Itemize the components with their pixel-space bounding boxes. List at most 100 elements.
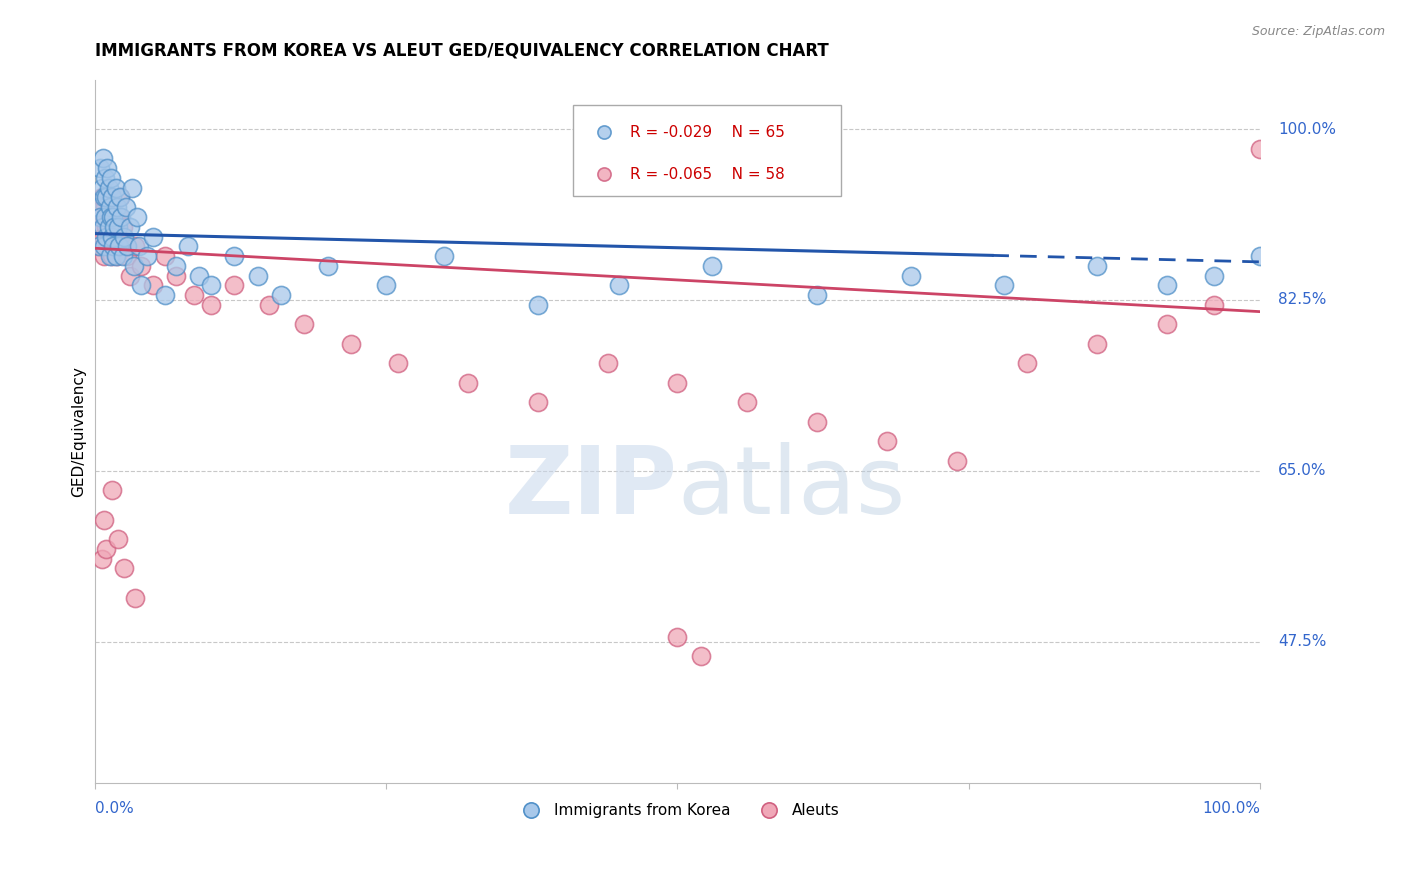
Point [121,180,143,194]
Point [91,229,114,244]
Point [526,298,548,312]
Text: 65.0%: 65.0% [1278,463,1326,478]
Point [1085,259,1108,273]
Point [87,219,110,234]
Point [91,219,114,234]
Point [104,219,127,234]
Point [96,190,118,204]
Point [1202,268,1225,283]
Point [91,152,114,166]
Point [110,190,132,204]
Point [666,630,689,644]
Text: R = -0.029    N = 65: R = -0.029 N = 65 [630,125,785,139]
Point [153,288,176,302]
Point [107,219,129,234]
Point [1085,337,1108,351]
Point [96,239,118,253]
Point [125,210,148,224]
Point [112,229,135,244]
Text: IMMIGRANTS FROM KOREA VS ALEUT GED/EQUIVALENCY CORRELATION CHART: IMMIGRANTS FROM KOREA VS ALEUT GED/EQUIV… [94,41,828,59]
Point [142,278,165,293]
Point [224,278,246,293]
Point [702,259,724,273]
Point [101,249,124,263]
Point [593,252,616,267]
Point [93,239,115,253]
Point [526,395,548,409]
Point [122,259,145,273]
Point [593,194,616,208]
Point [115,200,138,214]
Point [111,219,134,234]
Point [103,239,125,253]
Point [96,219,118,234]
Point [246,268,269,283]
Point [105,249,128,263]
Point [108,239,131,253]
Point [340,337,363,351]
Text: 82.5%: 82.5% [1278,293,1326,308]
Point [114,239,136,253]
Point [806,288,828,302]
Point [224,249,246,263]
Point [294,318,316,332]
Point [97,219,120,234]
Point [1156,278,1178,293]
Text: 100.0%: 100.0% [1202,801,1260,815]
Point [89,210,111,224]
Point [115,239,138,253]
Point [100,171,122,186]
Point [103,210,125,224]
Point [110,210,132,224]
Point [107,532,129,546]
Point [165,259,187,273]
Point [1202,298,1225,312]
Point [103,219,125,234]
Point [94,200,117,214]
Point [90,551,112,566]
Point [89,210,111,224]
Point [107,229,129,244]
FancyBboxPatch shape [572,105,841,196]
Text: atlas: atlas [678,442,905,534]
Point [1156,318,1178,332]
Point [93,249,115,263]
Point [177,239,200,253]
Point [108,210,131,224]
Point [270,288,292,302]
Point [96,161,118,176]
Point [876,434,898,449]
Point [90,190,112,204]
Point [689,649,711,664]
Point [900,268,922,283]
Point [200,298,222,312]
Point [188,268,211,283]
Point [457,376,479,390]
Point [105,200,128,214]
Point [136,249,159,263]
Text: 0.0%: 0.0% [94,801,134,815]
Point [96,541,118,556]
Point [101,190,124,204]
Y-axis label: GED/Equivalency: GED/Equivalency [72,367,86,497]
Point [93,190,115,204]
Point [316,259,339,273]
Point [375,278,398,293]
Point [98,249,121,263]
Point [90,180,112,194]
Point [124,239,146,253]
Text: ZIP: ZIP [505,442,678,534]
Point [153,249,176,263]
Point [596,356,619,370]
Point [183,288,205,302]
Point [97,180,120,194]
Legend: Immigrants from Korea, Aleuts: Immigrants from Korea, Aleuts [509,797,845,824]
Point [87,200,110,214]
Point [93,512,115,526]
Point [129,278,152,293]
Point [98,200,121,214]
Point [89,239,111,253]
Point [103,239,125,253]
Point [89,239,111,253]
Point [101,483,124,498]
